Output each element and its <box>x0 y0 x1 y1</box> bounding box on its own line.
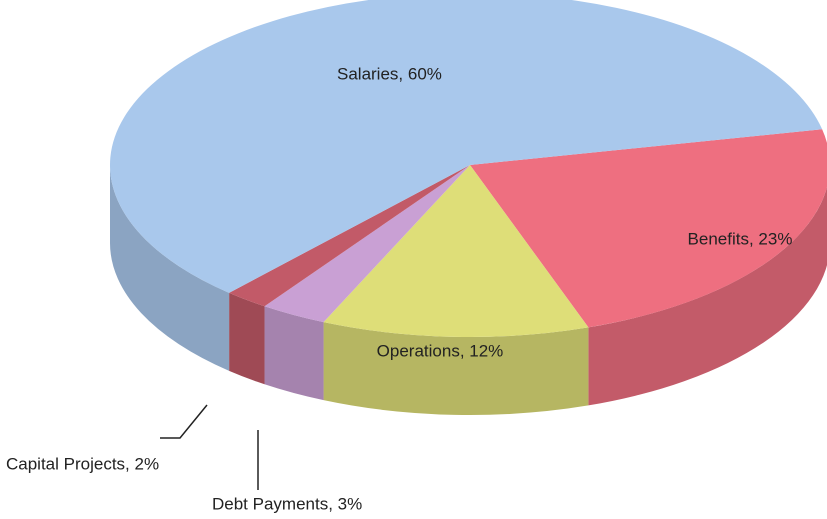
slice <box>323 165 589 337</box>
pie-tops <box>110 0 827 337</box>
data-label: Operations, 12% <box>377 341 504 360</box>
pie-sides <box>110 165 827 415</box>
slice-side <box>588 187 827 406</box>
slice <box>264 165 470 323</box>
labels: Salaries, 60% Benefits, 23% Operations, 12… <box>6 64 792 513</box>
slice <box>229 165 470 307</box>
slice-side <box>264 306 324 401</box>
slice-side <box>229 292 265 385</box>
leader-line <box>160 404 208 439</box>
data-label: Debt Payments, 3% <box>212 494 362 513</box>
slice-side <box>323 322 589 415</box>
data-label: Benefits, 23% <box>688 229 793 248</box>
slice <box>110 0 823 293</box>
slice <box>470 129 827 328</box>
slice-side <box>110 165 230 371</box>
data-label: Capital Projects, 2% <box>6 454 159 473</box>
data-label: Salaries, 60% <box>337 64 442 83</box>
